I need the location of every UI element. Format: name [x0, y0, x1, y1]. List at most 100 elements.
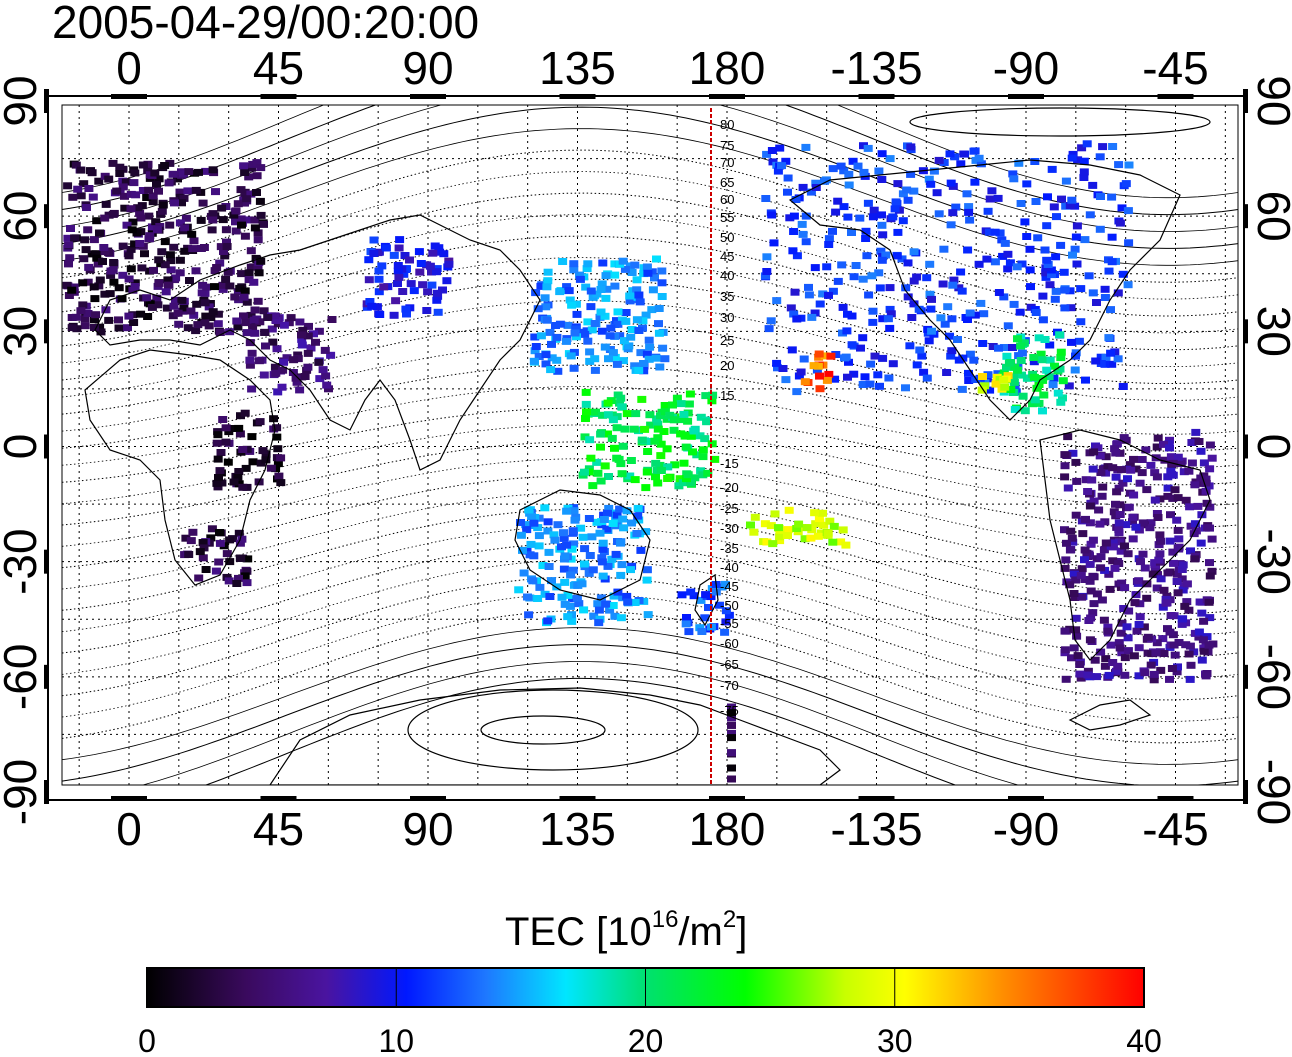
tec-cell	[815, 385, 825, 393]
tec-cell	[1116, 547, 1126, 555]
tec-cell	[1125, 461, 1135, 469]
tec-cell	[1199, 617, 1209, 625]
tec-cell	[1000, 344, 1009, 351]
tec-cell	[165, 159, 175, 167]
tec-cell	[1096, 553, 1106, 561]
tec-cell	[651, 459, 661, 467]
tec-cell	[529, 519, 539, 527]
tec-cell	[662, 445, 672, 453]
tec-cell	[898, 217, 908, 225]
tec-cell	[109, 209, 119, 217]
tec-cell	[246, 164, 256, 172]
tec-cell	[885, 155, 895, 163]
lon-tick-mark	[709, 94, 745, 99]
tec-cell	[794, 372, 804, 380]
tec-cell	[1098, 465, 1108, 473]
tec-cell	[1067, 154, 1077, 162]
tec-cell	[79, 255, 89, 263]
tec-cell	[787, 346, 797, 354]
tec-cell	[518, 546, 527, 554]
mlat-label: 15	[720, 388, 734, 403]
tec-cell	[1075, 670, 1085, 678]
tec-cell	[951, 203, 961, 211]
tec-cell	[442, 277, 452, 285]
tec-cell	[964, 208, 974, 216]
tec-cell	[893, 180, 903, 188]
tec-region	[180, 525, 253, 587]
tec-cell	[594, 606, 604, 614]
tec-cell	[727, 703, 736, 711]
tec-cell	[215, 329, 225, 336]
tec-cell	[622, 507, 632, 515]
tec-cell	[613, 308, 623, 316]
tec-cell	[814, 350, 824, 358]
tec-cell	[1091, 357, 1101, 365]
tec-cell	[81, 246, 91, 254]
tec-cell	[842, 327, 852, 335]
tec-cell	[1060, 304, 1070, 312]
tec-cell	[1030, 396, 1040, 404]
tec-cell	[906, 143, 916, 151]
tec-cell	[173, 309, 183, 317]
tec-cell	[1061, 202, 1071, 210]
tec-cell	[596, 430, 606, 438]
tec-cell	[115, 170, 125, 177]
lat-tick-mark	[44, 204, 49, 229]
tec-region	[514, 504, 653, 627]
tec-cell	[571, 300, 581, 308]
tec-cell	[177, 199, 186, 207]
tec-cell	[927, 295, 936, 303]
tec-cell	[983, 207, 993, 215]
tec-cell	[610, 332, 620, 340]
tec-cell	[175, 188, 185, 196]
lat-tick-mark	[1243, 319, 1248, 344]
tec-cell	[1118, 383, 1128, 390]
tec-cell	[789, 212, 799, 220]
tec-cell	[215, 539, 225, 547]
tec-cell	[563, 591, 573, 599]
tec-cell	[792, 315, 802, 323]
tec-cell	[563, 321, 573, 329]
tec-cell	[1086, 587, 1096, 595]
tec-cell	[1070, 570, 1079, 578]
tec-cell	[903, 196, 913, 204]
lon-tick-label: 45	[253, 803, 304, 855]
tec-cell	[612, 317, 621, 325]
colorbar-tick-label: 10	[378, 1023, 414, 1057]
tec-cell	[610, 353, 620, 361]
tec-cell	[770, 510, 780, 518]
tec-cell	[259, 220, 268, 228]
tec-cell	[223, 458, 233, 466]
tec-cell	[118, 242, 128, 250]
tec-cell	[612, 360, 622, 368]
tec-cell	[824, 291, 833, 299]
tec-cell	[698, 471, 708, 479]
lon-tick-mark	[410, 94, 446, 99]
tec-cell	[423, 288, 433, 296]
tec-cell	[381, 244, 391, 252]
tec-cell	[1065, 546, 1075, 554]
tec-cell	[847, 229, 856, 236]
tec-cell	[790, 288, 800, 296]
tec-cell	[1146, 661, 1156, 669]
tec-cell	[924, 337, 934, 345]
tec-cell	[402, 310, 411, 318]
tec-cell	[246, 263, 256, 271]
tec-cell	[603, 399, 613, 407]
tec-cell	[1081, 515, 1090, 523]
tec-cell	[869, 206, 879, 214]
tec-cell	[976, 160, 986, 168]
tec-cell	[562, 283, 572, 291]
mlat-label: 50	[720, 230, 734, 245]
tec-cell	[248, 458, 258, 466]
tec-cell	[1061, 177, 1071, 185]
tec-cell	[1076, 571, 1086, 579]
mlat-label: 75	[720, 138, 734, 153]
tec-cell	[636, 349, 646, 357]
lat-tick-label: -30	[0, 528, 46, 594]
tec-cell	[315, 375, 325, 383]
tec-cell	[820, 352, 830, 360]
tec-cell	[1068, 251, 1077, 259]
tec-cell	[727, 734, 736, 742]
tec-cell	[610, 612, 620, 620]
